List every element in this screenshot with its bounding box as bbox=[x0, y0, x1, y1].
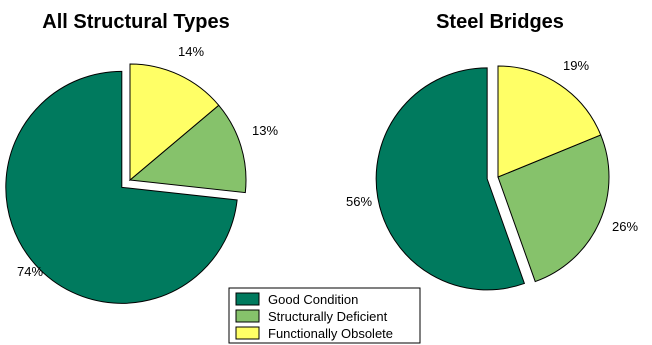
legend-entry-functionally-obsolete: Functionally Obsolete bbox=[235, 326, 393, 341]
pie-slice-all-structural-types-structurally-deficient bbox=[128, 104, 247, 194]
slice-label-steel-bridges-good-condition: 56% bbox=[346, 194, 372, 209]
pie-steel-bridges: Steel Bridges 56% 26% 19% bbox=[346, 11, 638, 291]
pie-slice-steel-bridges-functionally-obsolete bbox=[497, 65, 602, 178]
slice-label-all-structural-types-structurally-deficient: 13% bbox=[252, 123, 278, 138]
legend-entry-structurally-deficient: Structurally Deficient bbox=[235, 309, 388, 324]
slice-label-steel-bridges-functionally-obsolete: 19% bbox=[563, 58, 589, 73]
pie-title-all-structural-types: All Structural Types bbox=[42, 11, 229, 33]
legend-entry-good-condition: Good Condition bbox=[235, 292, 358, 307]
pie-slice-all-structural-types-good-condition bbox=[5, 70, 238, 304]
slice-label-all-structural-types-good-condition: 74% bbox=[17, 264, 43, 279]
legend-box bbox=[228, 287, 421, 344]
pie-title-steel-bridges: Steel Bridges bbox=[436, 11, 564, 33]
legend-swatch-good-condition bbox=[235, 292, 260, 306]
legend-swatch-structurally-deficient bbox=[235, 309, 260, 323]
legend-label-functionally-obsolete: Functionally Obsolete bbox=[268, 326, 393, 341]
pie-slice-all-structural-types-functionally-obsolete bbox=[129, 63, 220, 182]
slice-label-all-structural-types-functionally-obsolete: 14% bbox=[178, 44, 204, 59]
legend-swatch-functionally-obsolete bbox=[235, 326, 260, 340]
legend-label-good-condition: Good Condition bbox=[268, 292, 358, 307]
slice-label-steel-bridges-structurally-deficient: 26% bbox=[612, 219, 638, 234]
pie-all-structural-types: All Structural Types 74% 13% 14% bbox=[5, 11, 278, 304]
legend-label-structurally-deficient: Structurally Deficient bbox=[268, 309, 388, 324]
legend: Good Condition Structurally Deficient Fu… bbox=[228, 287, 421, 344]
pie-slice-steel-bridges-good-condition bbox=[375, 67, 526, 291]
pie-slice-steel-bridges-structurally-deficient bbox=[497, 134, 610, 283]
